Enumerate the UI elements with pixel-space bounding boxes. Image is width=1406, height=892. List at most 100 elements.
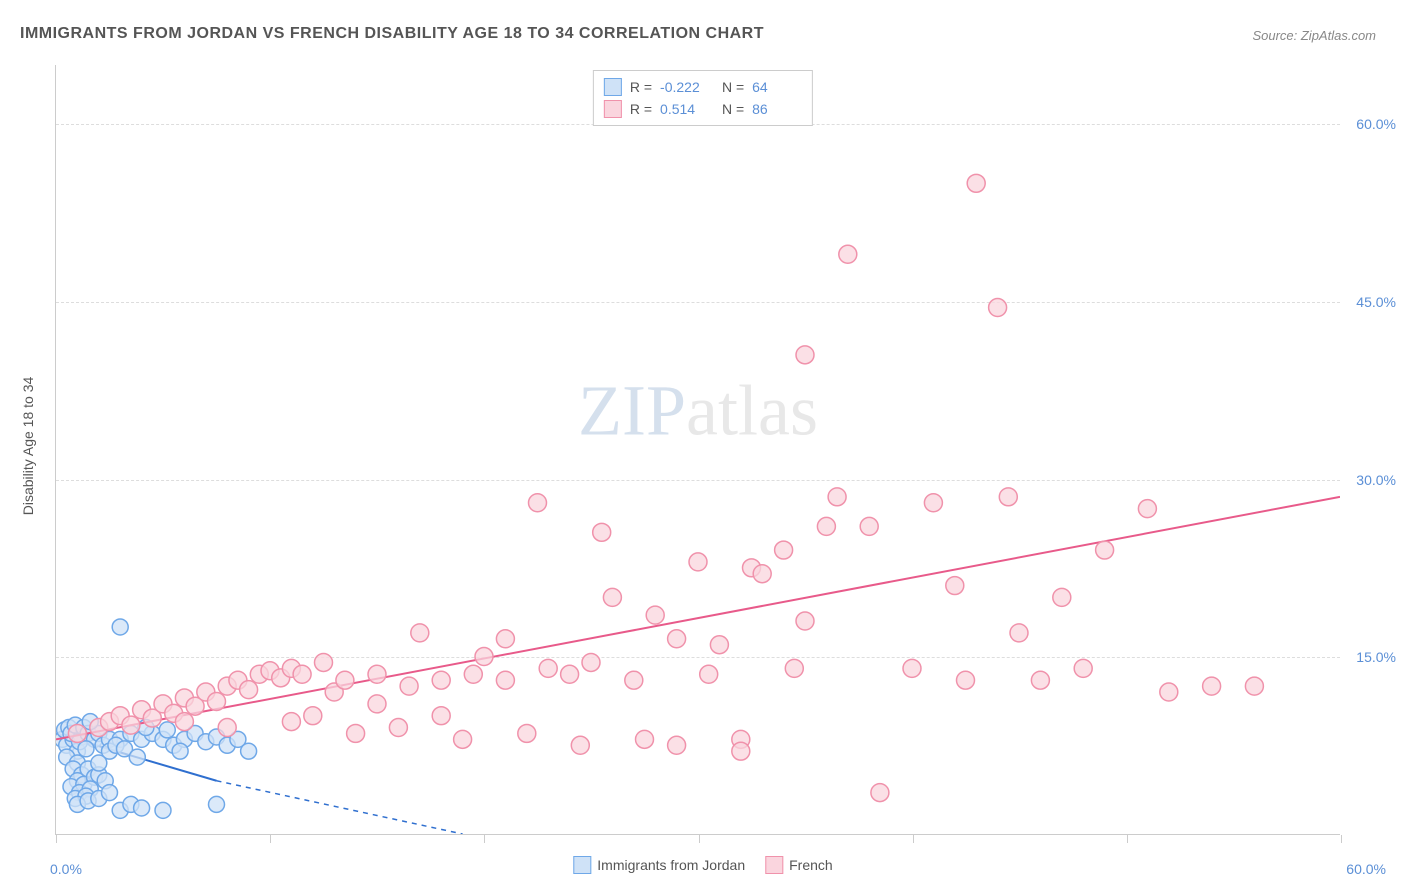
data-point (999, 488, 1017, 506)
data-point (571, 736, 589, 754)
data-point (454, 730, 472, 748)
data-point (668, 736, 686, 754)
data-point (967, 174, 985, 192)
x-tick (913, 835, 914, 843)
data-point (432, 671, 450, 689)
data-point (625, 671, 643, 689)
data-point (924, 494, 942, 512)
data-point (603, 588, 621, 606)
legend-swatch (573, 856, 591, 874)
source-label: Source: ZipAtlas.com (1252, 28, 1376, 43)
data-point (817, 517, 835, 535)
data-point (796, 612, 814, 630)
data-point (1138, 500, 1156, 518)
data-point (347, 724, 365, 742)
data-point (496, 630, 514, 648)
x-tick (56, 835, 57, 843)
data-point (464, 665, 482, 683)
data-point (860, 517, 878, 535)
correlation-legend: R = -0.222 N = 64R = 0.514 N = 86 (593, 70, 813, 126)
x-tick (1341, 835, 1342, 843)
data-point (240, 681, 258, 699)
y-tick-label: 45.0% (1356, 294, 1396, 310)
data-point (529, 494, 547, 512)
data-point (796, 346, 814, 364)
data-point (159, 722, 175, 738)
data-point (293, 665, 311, 683)
data-point (839, 245, 857, 263)
data-point (957, 671, 975, 689)
data-point (304, 707, 322, 725)
data-point (593, 523, 611, 541)
data-point (753, 565, 771, 583)
data-point (946, 577, 964, 595)
chart-container: IMMIGRANTS FROM JORDAN VS FRENCH DISABIL… (10, 10, 1396, 882)
data-point (1010, 624, 1028, 642)
data-point (432, 707, 450, 725)
legend-label: French (789, 857, 833, 873)
x-tick (270, 835, 271, 843)
data-point (1203, 677, 1221, 695)
data-point (689, 553, 707, 571)
x-origin-label: 0.0% (50, 861, 82, 877)
data-point (134, 800, 150, 816)
data-point (102, 785, 118, 801)
data-point (582, 653, 600, 671)
chart-title: IMMIGRANTS FROM JORDAN VS FRENCH DISABIL… (20, 25, 764, 43)
data-point (1074, 659, 1092, 677)
data-point (122, 716, 140, 734)
data-point (785, 659, 803, 677)
data-point (129, 749, 145, 765)
data-point (775, 541, 793, 559)
y-tick-label: 60.0% (1356, 116, 1396, 132)
trend-line-dashed (217, 781, 463, 834)
data-point (539, 659, 557, 677)
legend-n-label: N = (718, 101, 744, 117)
data-point (368, 665, 386, 683)
legend-r-label: R = (630, 101, 652, 117)
x-tick (699, 835, 700, 843)
data-point (1096, 541, 1114, 559)
legend-item: French (765, 856, 833, 874)
data-point (828, 488, 846, 506)
x-max-label: 60.0% (1346, 861, 1386, 877)
data-point (389, 719, 407, 737)
data-point (496, 671, 514, 689)
data-point (561, 665, 579, 683)
legend-row: R = 0.514 N = 86 (604, 98, 802, 120)
legend-n-label: N = (718, 79, 744, 95)
series-legend: Immigrants from Jordan French (573, 856, 832, 874)
data-point (315, 653, 333, 671)
data-point (646, 606, 664, 624)
data-point (1053, 588, 1071, 606)
legend-r-value: 0.514 (660, 101, 710, 117)
legend-row: R = -0.222 N = 64 (604, 76, 802, 98)
data-point (209, 796, 225, 812)
y-tick-label: 30.0% (1356, 472, 1396, 488)
data-point (282, 713, 300, 731)
data-point (78, 741, 94, 757)
data-point (871, 784, 889, 802)
data-point (218, 719, 236, 737)
legend-swatch (604, 78, 622, 96)
data-point (700, 665, 718, 683)
legend-item: Immigrants from Jordan (573, 856, 745, 874)
data-point (1160, 683, 1178, 701)
data-point (636, 730, 654, 748)
data-point (155, 802, 171, 818)
data-point (903, 659, 921, 677)
data-point (91, 755, 107, 771)
data-point (368, 695, 386, 713)
data-point (175, 713, 193, 731)
plot-svg (56, 65, 1340, 834)
legend-r-label: R = (630, 79, 652, 95)
data-point (411, 624, 429, 642)
data-point (172, 743, 188, 759)
data-point (208, 693, 226, 711)
data-point (668, 630, 686, 648)
data-point (732, 742, 750, 760)
data-point (475, 648, 493, 666)
y-axis-label: Disability Age 18 to 34 (20, 377, 36, 516)
plot-area: ZIPatlas 15.0%30.0%45.0%60.0% (55, 65, 1340, 835)
data-point (336, 671, 354, 689)
